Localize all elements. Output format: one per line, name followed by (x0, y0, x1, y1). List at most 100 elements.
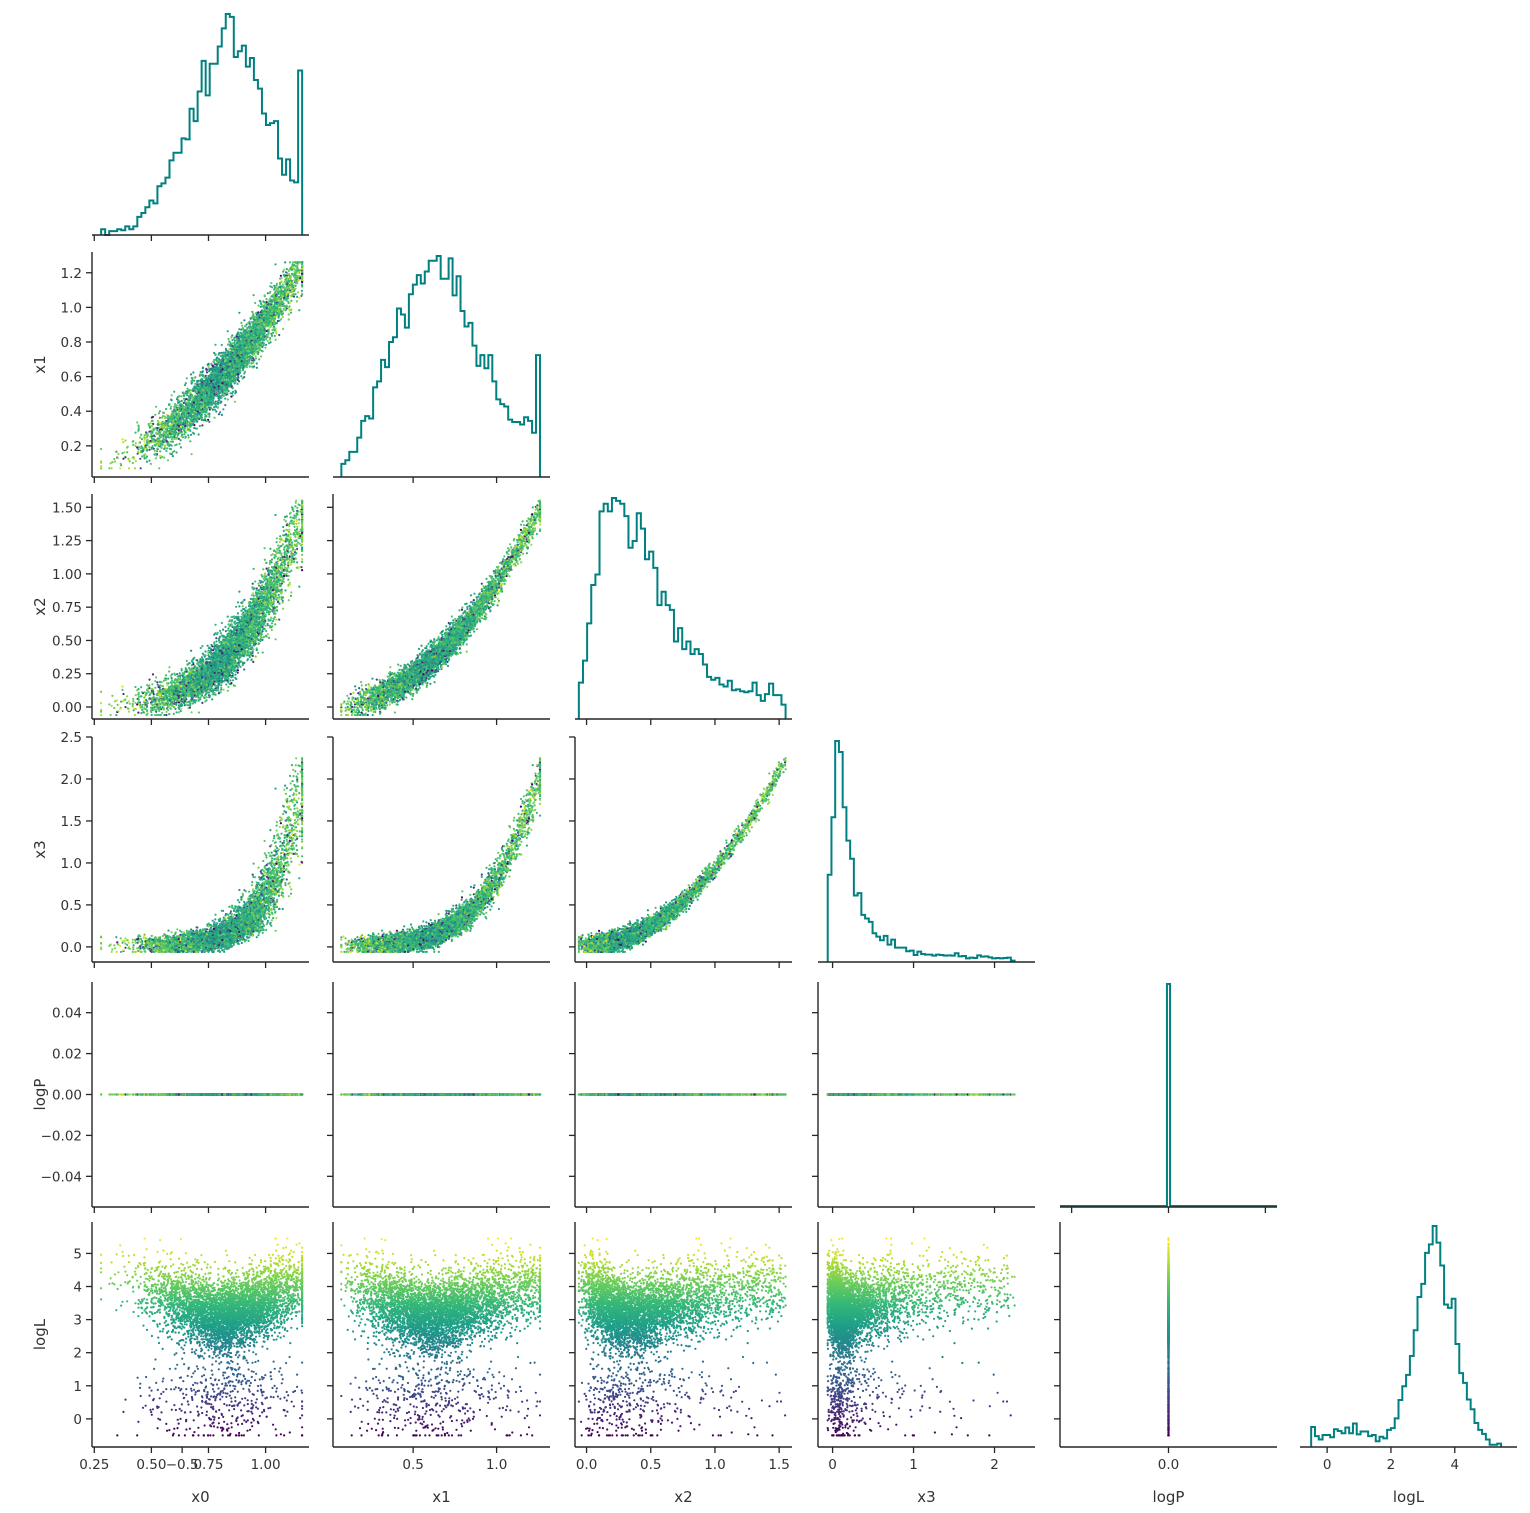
scatter-point (215, 410, 217, 412)
scatter-point (255, 355, 257, 357)
scatter-point (171, 394, 173, 396)
scatter-point (180, 439, 182, 441)
scatter-point (265, 298, 267, 300)
scatter-point (143, 440, 145, 442)
scatter-point (231, 334, 233, 336)
scatter-point (227, 338, 229, 340)
scatter-point (241, 325, 243, 327)
scatter-point (259, 301, 261, 303)
scatter-point (100, 465, 102, 467)
scatter-point (134, 467, 136, 469)
scatter-point (117, 457, 119, 459)
scatter-point (149, 436, 151, 438)
scatter-point (141, 455, 143, 457)
scatter-point (271, 329, 273, 331)
scatter-point (100, 467, 102, 469)
scatter-point (172, 455, 174, 457)
scatter-point (148, 446, 150, 448)
scatter-point (194, 413, 196, 415)
scatter-point (158, 412, 160, 414)
scatter-point (274, 335, 276, 337)
scatter-point (201, 371, 203, 373)
scatter-point (144, 453, 146, 455)
scatter-point (243, 319, 245, 321)
scatter-point (139, 458, 141, 460)
scatter-point (160, 457, 162, 459)
scatter-point (123, 451, 125, 453)
scatter-point (282, 316, 284, 318)
histogram-step-line (101, 14, 302, 235)
scatter-point (128, 467, 130, 469)
scatter-point (191, 382, 193, 384)
scatter-point (238, 312, 240, 314)
scatter-point (173, 450, 175, 452)
scatter-point (237, 383, 239, 385)
scatter-point (154, 450, 156, 452)
scatter-point (221, 414, 223, 416)
scatter-point (273, 327, 275, 329)
scatter-point (208, 413, 210, 415)
scatter-point (192, 371, 194, 373)
scatter-point (254, 302, 256, 304)
scatter-point (290, 312, 292, 314)
scatter-point (263, 342, 265, 344)
scatter-point (159, 455, 161, 457)
scatter-point (178, 443, 180, 445)
scatter-point (234, 401, 236, 403)
histogram-x0 (101, 14, 302, 235)
scatter-point (235, 391, 237, 393)
scatter-point (201, 424, 203, 426)
scatter-point (173, 438, 175, 440)
scatter-point (233, 342, 235, 344)
scatter-point (156, 450, 158, 452)
scatter-point (159, 410, 161, 412)
scatter-point (278, 334, 280, 336)
scatter-point (135, 442, 137, 444)
scatter-point (187, 434, 189, 436)
scatter-point (294, 293, 296, 295)
scatter-point (289, 305, 291, 307)
scatter-point (256, 367, 258, 369)
scatter-point (158, 467, 160, 469)
scatter-point (238, 328, 240, 330)
scatter-point (135, 460, 137, 462)
scatter-point (199, 374, 201, 376)
scatter-point (151, 416, 153, 418)
scatter-point (113, 458, 115, 460)
scatter-point (205, 368, 207, 370)
scatter-point (194, 376, 196, 378)
scatter-point (280, 275, 282, 277)
scatter-point (227, 398, 229, 400)
scatter-point (148, 442, 150, 444)
scatter-point (282, 282, 284, 284)
scatter-point (263, 344, 265, 346)
scatter-point (181, 395, 183, 397)
scatter-point (219, 411, 221, 413)
scatter-point (121, 452, 123, 454)
scatter-point (172, 441, 174, 443)
scatter-point (170, 408, 172, 410)
scatter-point (136, 421, 138, 423)
scatter-point (134, 445, 136, 447)
scatter-point (289, 261, 291, 263)
scatter-x1-vs-x0 (100, 261, 303, 469)
scatter-point (285, 271, 287, 273)
scatter-point (240, 322, 242, 324)
scatter-point (273, 285, 275, 287)
scatter-point (122, 458, 124, 460)
scatter-point (190, 425, 192, 427)
scatter-point (148, 423, 150, 425)
scatter-point (181, 400, 183, 402)
scatter-point (155, 457, 157, 459)
scatter-point (265, 338, 267, 340)
scatter-point (159, 450, 161, 452)
scatter-point (286, 268, 288, 270)
scatter-point (156, 454, 158, 456)
panel-axes-x0-x0 (92, 235, 309, 241)
scatter-point (189, 440, 191, 442)
scatter-point (290, 300, 292, 302)
scatter-point (193, 433, 195, 435)
scatter-point (124, 439, 126, 441)
scatter-point (204, 414, 206, 416)
